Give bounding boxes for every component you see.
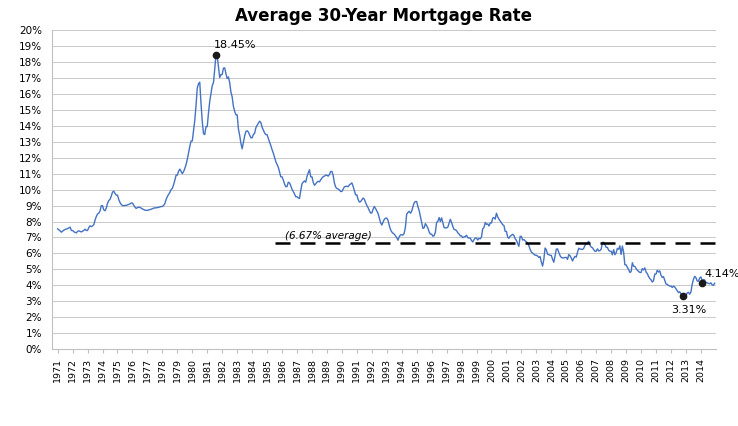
Title: Average 30-Year Mortgage Rate: Average 30-Year Mortgage Rate xyxy=(235,8,532,26)
Text: 18.45%: 18.45% xyxy=(214,40,256,50)
Text: 3.31%: 3.31% xyxy=(672,305,707,315)
Text: (6.67% average): (6.67% average) xyxy=(285,231,372,241)
Text: 4.14%: 4.14% xyxy=(704,269,738,279)
